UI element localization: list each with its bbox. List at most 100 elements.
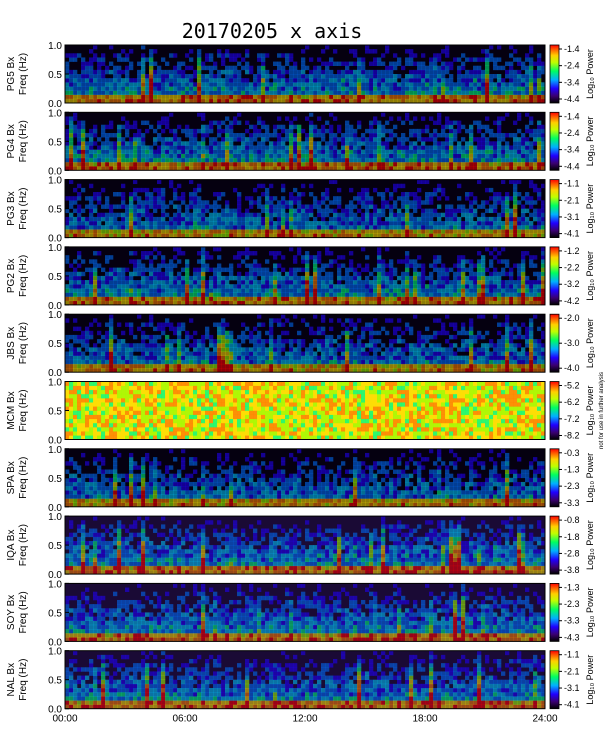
colorbar-tick-label: -4.4 <box>564 161 580 171</box>
y-tick-label: 0.5 <box>48 205 62 216</box>
y-axis-label-station: SOY Bx <box>6 595 17 630</box>
colorbar <box>549 515 560 575</box>
y-axis-label-station: PG4 Bx <box>6 124 17 158</box>
panel-soy: 0.0 0.5 1.0 SOY Bx Freq (Hz) -1.3 -2.3 -3.3 -4.3… <box>6 579 595 648</box>
colorbar-tick-label: -1.3 <box>564 582 580 592</box>
y-tick-label: 0.0 <box>48 436 62 447</box>
y-axis-label-station: SPA Bx <box>6 461 17 494</box>
colorbar-tick-label: -3.3 <box>564 616 580 626</box>
spectrogram-texture <box>65 246 546 306</box>
y-axis-label-freq: Freq (Hz) <box>18 457 29 499</box>
y-tick-label: 0.0 <box>48 234 62 245</box>
y-tick-label: 1.0 <box>48 310 62 321</box>
y-tick-label: 0.5 <box>48 407 62 418</box>
y-tick-label: 0.0 <box>48 368 62 379</box>
colorbar-label: Log₁₀ Power <box>585 655 595 705</box>
panel-nal: 0.0 0.5 1.0 NAL Bx Freq (Hz) -1.1 -2.1 -3.1 -4.1… <box>6 647 595 716</box>
colorbar-tick-label: -1.4 <box>564 44 580 54</box>
colorbar-tick-label: -4.4 <box>564 94 580 104</box>
colorbar-tick-label: -3.2 <box>564 279 580 289</box>
y-tick-label: 1.0 <box>48 378 62 389</box>
colorbar-label: Log₁₀ Power <box>585 520 595 570</box>
y-tick-label: 1.0 <box>48 445 62 456</box>
colorbar-label: Log₁₀ Power <box>585 184 595 234</box>
colorbar-tick-label: -1.8 <box>564 532 580 542</box>
panel-spa: 0.0 0.5 1.0 SPA Bx Freq (Hz) -0.3 -1.3 -2.3 -3.3… <box>6 445 595 514</box>
y-tick-label: 1.0 <box>48 108 62 119</box>
y-tick-label: 0.5 <box>48 272 62 283</box>
colorbar <box>549 313 560 373</box>
y-tick-label: 1.0 <box>48 647 62 658</box>
x-tick-label: 12:00 <box>292 714 317 725</box>
y-tick-label: 1.0 <box>48 579 62 590</box>
panel-pg5: 0.0 0.5 1.0 PG5 Bx Freq (Hz) -1.4 -2.4 -3.4 -4.4… <box>6 41 595 110</box>
colorbar-tick-label: -3.8 <box>564 565 580 575</box>
y-tick-label: 0.0 <box>48 301 62 312</box>
y-axis-label-freq: Freq (Hz) <box>18 389 29 431</box>
y-axis-label-station: NAL Bx <box>6 663 17 697</box>
colorbar-tick-label: -3.0 <box>564 338 580 348</box>
spectrogram-texture <box>65 650 546 709</box>
colorbar-tick-label: -3.3 <box>564 498 580 508</box>
y-axis-label-freq: Freq (Hz) <box>18 322 29 364</box>
colorbar <box>549 650 560 710</box>
colorbar-tick-label: -2.1 <box>564 666 580 676</box>
y-tick-label: 0.5 <box>48 339 62 350</box>
panel-pg3: 0.0 0.5 1.0 PG3 Bx Freq (Hz) -1.1 -2.1 -3.1 -4.1… <box>6 176 595 245</box>
spectrogram-texture <box>65 516 546 575</box>
y-axis-label-freq: Freq (Hz) <box>18 591 29 633</box>
colorbar-tick-label: -1.1 <box>564 650 580 660</box>
y-axis-label-freq: Freq (Hz) <box>18 120 29 162</box>
y-tick-label: 0.5 <box>48 676 62 687</box>
colorbar-label: Log₁₀ Power <box>585 587 595 637</box>
colorbar-tick-label: -2.1 <box>564 195 580 205</box>
colorbar-tick-label: -2.0 <box>564 313 580 323</box>
y-tick-label: 0.5 <box>48 608 62 619</box>
panel-jbs: 0.0 0.5 1.0 JBS Bx Freq (Hz) -2.0 -3.0 -4.0 Log₁… <box>6 310 595 379</box>
y-tick-label: 0.5 <box>48 137 62 148</box>
colorbar-tick-label: -1.2 <box>564 246 580 256</box>
colorbar-tick-label: -4.3 <box>564 632 580 642</box>
colorbar <box>549 111 560 171</box>
panel-pg4: 0.0 0.5 1.0 PG4 Bx Freq (Hz) -1.4 -2.4 -3.4 -4.4… <box>6 108 595 177</box>
y-axis-label-freq: Freq (Hz) <box>18 524 29 566</box>
colorbar <box>549 583 560 642</box>
colorbar-tick-label: -2.8 <box>564 548 580 558</box>
colorbar-tick-label: -0.8 <box>564 515 580 525</box>
y-tick-label: 0.0 <box>48 166 62 177</box>
y-axis-label-freq: Freq (Hz) <box>18 187 29 229</box>
spectrogram-texture <box>65 112 546 171</box>
colorbar-tick-label: -1.1 <box>564 179 580 189</box>
x-tick-label: 24:00 <box>532 714 557 725</box>
spectrogram-texture <box>65 179 546 238</box>
y-tick-label: 1.0 <box>48 41 62 52</box>
x-tick-label: 18:00 <box>412 714 437 725</box>
x-tick-label: 06:00 <box>172 714 197 725</box>
colorbar <box>549 448 560 508</box>
colorbar-tick-label: -3.4 <box>564 145 580 155</box>
spectrogram-texture <box>65 448 546 508</box>
colorbar-note: not for use in further analysis <box>599 372 605 449</box>
y-axis-label-freq: Freq (Hz) <box>18 255 29 297</box>
panel-pg2: 0.0 0.5 1.0 PG2 Bx Freq (Hz) -1.2 -2.2 -3.2 -4.2… <box>6 243 595 312</box>
y-tick-label: 0.0 <box>48 705 62 716</box>
y-tick-label: 1.0 <box>48 512 62 523</box>
colorbar-tick-label: -4.2 <box>564 296 580 306</box>
colorbar-tick-label: -6.2 <box>564 397 580 407</box>
y-tick-label: 0.0 <box>48 637 62 648</box>
y-tick-label: 0.0 <box>48 503 62 514</box>
colorbar-tick-label: -2.3 <box>564 599 580 609</box>
panel-iqa: 0.0 0.5 1.0 IQA Bx Freq (Hz) -0.8 -1.8 -2.8 -3.8… <box>6 512 595 581</box>
y-axis-label-station: IQA Bx <box>6 530 17 561</box>
chart-title: 20170205 x axis <box>182 19 363 43</box>
colorbar-tick-label: -3.4 <box>564 77 580 87</box>
colorbar-tick-label: -4.0 <box>564 363 580 373</box>
colorbar-tick-label: -2.4 <box>564 128 580 138</box>
spectrogram-texture <box>65 314 546 373</box>
colorbar-tick-label: -7.2 <box>564 414 580 424</box>
colorbar-tick-label: -5.2 <box>564 381 580 391</box>
colorbar-tick-label: -1.3 <box>564 464 580 474</box>
colorbar-tick-label: -2.4 <box>564 61 580 71</box>
colorbar-label: Log₁₀ Power <box>585 49 595 99</box>
